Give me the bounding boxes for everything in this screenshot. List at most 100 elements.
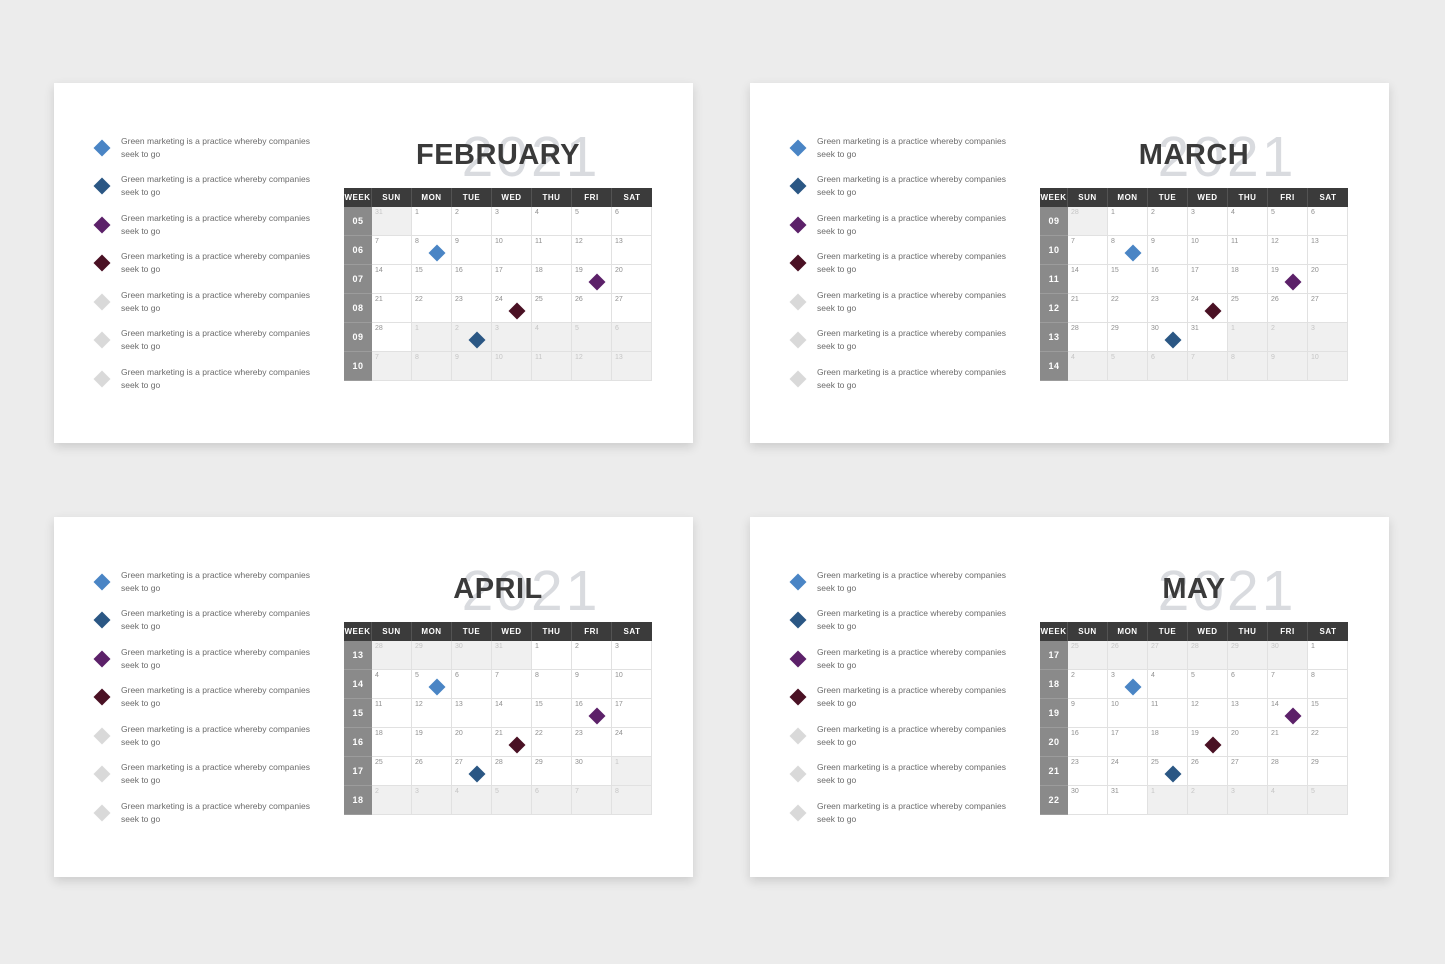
day-cell: 4 xyxy=(532,323,572,352)
day-cell: 15 xyxy=(532,699,572,728)
day-cell: 25 xyxy=(1228,294,1268,323)
day-cell: 30 xyxy=(1148,323,1188,352)
day-header-mon: MON xyxy=(412,188,452,207)
legend-item-label: Green marketing is a practice whereby co… xyxy=(121,289,310,313)
date-number: 4 xyxy=(535,209,539,216)
day-cell: 26 xyxy=(1108,641,1148,670)
day-cell: 20 xyxy=(1308,265,1348,294)
calendar-table: WEEK SUN MON TUE WED THU FRI SAT 05 31 1 2 3 4 5 6 06 7 8 9… xyxy=(344,188,652,381)
day-cell: 25 xyxy=(372,757,412,786)
date-number: 16 xyxy=(575,701,583,708)
day-cell: 7 xyxy=(1188,352,1228,381)
day-cell: 30 xyxy=(1068,786,1108,815)
date-number: 24 xyxy=(615,730,623,737)
date-number: 5 xyxy=(575,325,579,332)
week-number: 09 xyxy=(344,323,372,352)
week-number: 07 xyxy=(344,265,372,294)
day-cell: 4 xyxy=(1068,352,1108,381)
date-number: 30 xyxy=(575,759,583,766)
day-cell: 26 xyxy=(1188,757,1228,786)
day-header-week: WEEK xyxy=(1040,622,1068,641)
date-number: 10 xyxy=(495,354,503,361)
day-cell: 14 xyxy=(372,265,412,294)
day-cell: 25 xyxy=(532,294,572,323)
day-cell: 19 xyxy=(1268,265,1308,294)
date-number: 23 xyxy=(1151,296,1159,303)
date-number: 10 xyxy=(615,672,623,679)
day-cell: 22 xyxy=(1308,728,1348,757)
calendar-slide-march: Green marketing is a practice whereby co… xyxy=(750,83,1389,443)
legend-item-label: Green marketing is a practice whereby co… xyxy=(817,723,1006,747)
date-number: 10 xyxy=(1191,238,1199,245)
date-number: 26 xyxy=(575,296,583,303)
date-number: 7 xyxy=(375,354,379,361)
day-cell: 6 xyxy=(1148,352,1188,381)
maroon-diamond-icon xyxy=(789,254,807,272)
day-cell: 20 xyxy=(452,728,492,757)
day-cell: 31 xyxy=(1188,323,1228,352)
date-number: 1 xyxy=(535,643,539,650)
day-cell: 28 xyxy=(1188,641,1228,670)
date-number: 6 xyxy=(615,209,619,216)
year-watermark: 2021 xyxy=(1157,125,1297,189)
legend-item: Green marketing is a practice whereby co… xyxy=(788,250,1018,277)
legend-item: Green marketing is a practice whereby co… xyxy=(788,761,1018,788)
week-number: 09 xyxy=(1040,207,1068,236)
day-cell: 12 xyxy=(1268,236,1308,265)
date-number: 9 xyxy=(1271,354,1275,361)
legend-item: Green marketing is a practice whereby co… xyxy=(788,722,1018,749)
day-cell: 24 xyxy=(1108,757,1148,786)
day-cell: 16 xyxy=(1068,728,1108,757)
day-cell: 5 xyxy=(572,323,612,352)
date-number: 6 xyxy=(1231,672,1235,679)
date-number: 3 xyxy=(615,643,619,650)
date-number: 21 xyxy=(375,296,383,303)
month-title: MARCH xyxy=(1138,139,1250,171)
day-cell: 18 xyxy=(532,265,572,294)
week-number: 14 xyxy=(1040,352,1068,381)
date-number: 28 xyxy=(1071,209,1079,216)
day-cell: 10 xyxy=(1188,236,1228,265)
legend: Green marketing is a practice whereby co… xyxy=(92,134,322,404)
calendar-title: 2021 APRIL xyxy=(344,562,652,626)
date-number: 11 xyxy=(1151,701,1159,708)
date-number: 27 xyxy=(1231,759,1239,766)
day-header-fri: FRI xyxy=(1268,188,1308,207)
legend-item: Green marketing is a practice whereby co… xyxy=(92,799,322,826)
date-number: 17 xyxy=(1191,267,1199,274)
date-number: 29 xyxy=(1311,759,1319,766)
blue-event-diamond-icon xyxy=(1124,244,1142,262)
date-number: 3 xyxy=(1111,672,1115,679)
maroon-event-diamond-icon xyxy=(508,302,526,320)
date-number: 29 xyxy=(1111,325,1119,332)
date-number: 2 xyxy=(375,788,379,795)
date-number: 14 xyxy=(1071,267,1079,274)
date-number: 3 xyxy=(495,209,499,216)
day-cell: 8 xyxy=(1108,236,1148,265)
legend-item-label: Green marketing is a practice whereby co… xyxy=(817,212,1006,236)
week-number: 22 xyxy=(1040,786,1068,815)
date-number: 1 xyxy=(415,325,419,332)
day-cell: 9 xyxy=(452,352,492,381)
purple-diamond-icon xyxy=(93,650,111,667)
date-number: 27 xyxy=(455,759,463,766)
navy-event-diamond-icon xyxy=(468,765,486,783)
date-number: 29 xyxy=(535,759,543,766)
day-cell: 11 xyxy=(1228,236,1268,265)
date-number: 2 xyxy=(455,209,459,216)
legend-item: Green marketing is a practice whereby co… xyxy=(92,645,322,672)
date-number: 6 xyxy=(1311,209,1315,216)
date-number: 12 xyxy=(1191,701,1199,708)
day-cell: 16 xyxy=(1148,265,1188,294)
day-cell: 2 xyxy=(572,641,612,670)
day-cell: 27 xyxy=(1308,294,1348,323)
day-cell: 7 xyxy=(1068,236,1108,265)
day-header-tue: TUE xyxy=(452,188,492,207)
day-header-sun: SUN xyxy=(372,188,412,207)
date-number: 30 xyxy=(1151,325,1159,332)
day-cell: 29 xyxy=(532,757,572,786)
blue-event-diamond-icon xyxy=(1124,678,1142,696)
legend-item-label: Green marketing is a practice whereby co… xyxy=(121,135,310,159)
day-cell: 16 xyxy=(452,265,492,294)
date-number: 24 xyxy=(1111,759,1119,766)
